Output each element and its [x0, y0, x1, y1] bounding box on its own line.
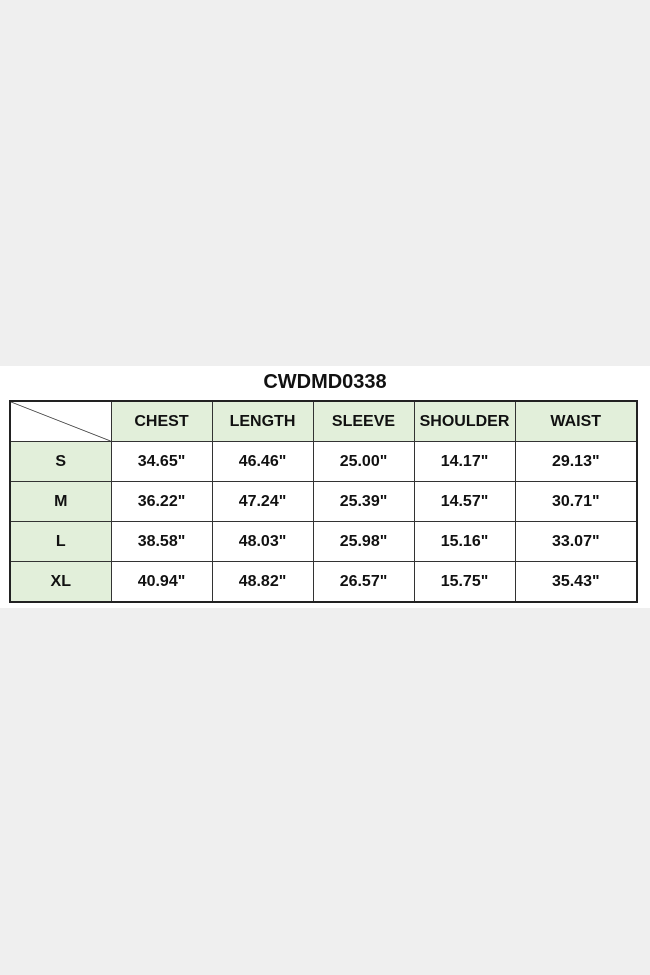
table-row: XL 40.94" 48.82" 26.57" 15.75" 35.43"	[9, 561, 638, 603]
table-cell: 25.00"	[312, 441, 415, 482]
table-cell: 34.65"	[110, 441, 213, 482]
corner-cell	[9, 400, 112, 442]
table-cell: 33.07"	[514, 521, 638, 562]
table-cell: 48.03"	[211, 521, 314, 562]
table-cell: 25.98"	[312, 521, 415, 562]
page-title: CWDMD0338	[263, 371, 387, 393]
size-label: M	[9, 481, 112, 522]
diagonal-line-icon	[11, 402, 111, 441]
table-row: L 38.58" 48.03" 25.98" 15.16" 33.07"	[9, 521, 638, 562]
table-cell: 46.46"	[211, 441, 314, 482]
table-cell: 47.24"	[211, 481, 314, 522]
table-cell: 14.57"	[413, 481, 516, 522]
table-cell: 36.22"	[110, 481, 213, 522]
header-length: LENGTH	[211, 400, 314, 442]
table-row: S 34.65" 46.46" 25.00" 14.17" 29.13"	[9, 441, 638, 482]
table-cell: 38.58"	[110, 521, 213, 562]
table-row: M 36.22" 47.24" 25.39" 14.57" 30.71"	[9, 481, 638, 522]
table-cell: 15.16"	[413, 521, 516, 562]
size-chart-table: CHEST LENGTH SLEEVE SHOULDER WAIST S 34.…	[9, 400, 638, 603]
size-label: XL	[9, 561, 112, 603]
table-cell: 15.75"	[413, 561, 516, 603]
header-row: CHEST LENGTH SLEEVE SHOULDER WAIST	[9, 400, 638, 442]
table-cell: 29.13"	[514, 441, 638, 482]
header-chest: CHEST	[110, 400, 213, 442]
size-label: S	[9, 441, 112, 482]
table-cell: 40.94"	[110, 561, 213, 603]
table-cell: 14.17"	[413, 441, 516, 482]
size-label: L	[9, 521, 112, 562]
header-waist: WAIST	[514, 400, 638, 442]
table-cell: 35.43"	[514, 561, 638, 603]
header-shoulder: SHOULDER	[413, 400, 516, 442]
table-cell: 48.82"	[211, 561, 314, 603]
table-cell: 26.57"	[312, 561, 415, 603]
table-cell: 30.71"	[514, 481, 638, 522]
header-sleeve: SLEEVE	[312, 400, 415, 442]
table-cell: 25.39"	[312, 481, 415, 522]
